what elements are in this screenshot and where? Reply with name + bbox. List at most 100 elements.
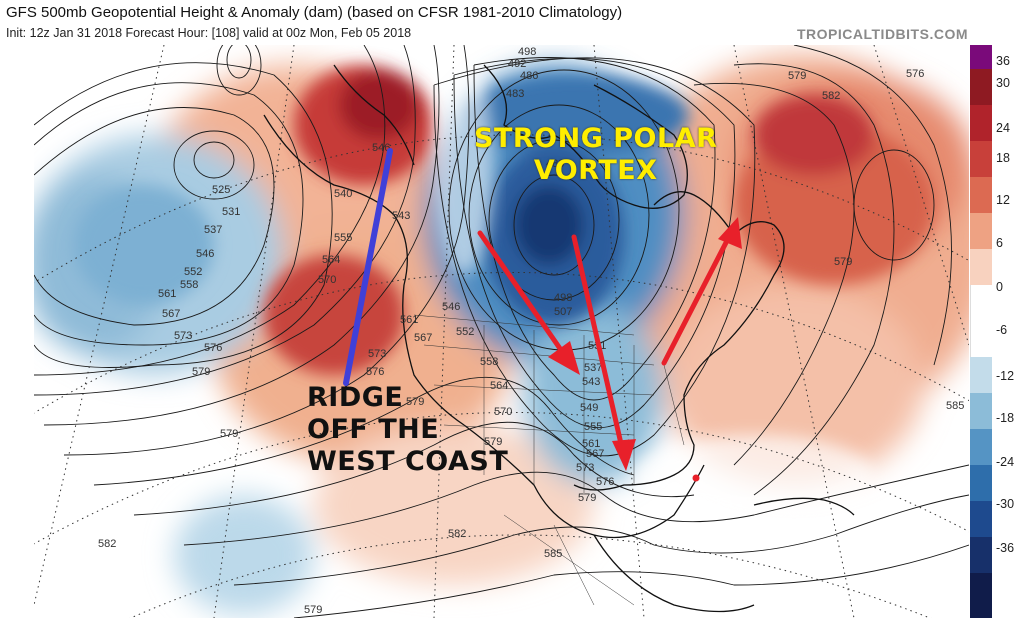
contour-label: 498 [518,46,536,58]
contour-label: 543 [582,376,600,388]
contour-label: 582 [822,90,840,102]
colorbar-label: -12 [996,369,1015,383]
contour-label: 525 [212,184,230,196]
contour-label: 585 [544,548,562,560]
chart-subtitle: Init: 12z Jan 31 2018 Forecast Hour: [10… [6,26,412,40]
colorbar-segment [970,573,992,618]
contour-label: 579 [192,366,210,378]
colorbar-label: 12 [996,193,1010,207]
contour-label: 546 [442,301,460,313]
flow-arrow-south [571,234,627,460]
annotation-line: STRONG POLAR [474,123,718,154]
colorbar-label: -18 [996,411,1015,425]
contour-label: 558 [180,279,198,291]
colorbar-label: -36 [996,541,1015,555]
annotation-line: OFF THE [307,414,440,445]
contour-label: 576 [204,342,222,354]
contour-label: 555 [334,232,352,244]
contour-label: 549 [580,402,598,414]
anomaly-colorbar [970,45,992,618]
contour-label: 579 [406,396,424,408]
contour-label: 576 [596,476,614,488]
colorbar-segment [970,501,992,537]
annotation-line: WEST COAST [307,446,509,477]
colorbar-label: 0 [996,280,1003,294]
contour-label: 486 [520,70,538,82]
anomaly-shading [34,55,969,615]
colorbar-label: 6 [996,236,1003,250]
annotation-arrows [343,148,742,482]
contour-label: 567 [586,448,604,460]
contour-label: 480 [546,158,564,170]
colorbar-segment [970,357,992,393]
flow-arrowhead-south [612,439,636,471]
chart-title: GFS 500mb Geopotential Height & Anomaly … [6,4,623,21]
contour-label: 543 [392,210,410,222]
colorbar-segment [970,537,992,573]
contour-label: 564 [490,380,508,392]
contour-label: 567 [414,332,432,344]
contour-label: 498 [554,292,572,304]
contour-label: 579 [834,256,852,268]
colorbar-segment [970,69,992,105]
colorbar-segment [970,249,992,285]
state-borders [413,314,685,606]
location-dot [692,474,700,482]
map-svg: 498 492 486 483 480 525 531 537 546 552 … [34,45,969,618]
contour-label: 561 [400,314,418,326]
contour-label: 576 [366,366,384,378]
contour-label: 537 [584,362,602,374]
contour-label: 579 [484,436,502,448]
contour-label: 573 [576,462,594,474]
annotation-line: VORTEX [533,155,658,186]
contour-label: 570 [494,406,512,418]
contour-label-group: 498 492 486 483 480 525 531 537 546 552 … [98,46,964,616]
graticule [34,45,969,618]
contour-label: 576 [906,68,924,80]
ridge-annotation: RIDGE OFF THE WEST COAST [307,382,508,478]
colorbar-label: 30 [996,76,1010,90]
colorbar-segment [970,105,992,141]
colorbar-segment [970,393,992,429]
polar-vortex-annotation: STRONG POLAR VORTEX [474,123,717,187]
contour-label: 573 [174,330,192,342]
contour-label: 579 [304,604,322,616]
annotation-line: RIDGE [307,382,404,413]
flow-arrowhead-northeast [718,217,742,249]
colorbar-label: -24 [996,455,1015,469]
contour-label: 483 [506,88,524,100]
contour-label: 570 [318,274,336,286]
colorbar-segment [970,213,992,249]
contour-label: 537 [204,224,222,236]
map-panel: 498 492 486 483 480 525 531 537 546 552 … [34,45,969,618]
contour-label: 546 [196,248,214,260]
colorbar-segment [970,45,992,69]
contour-label: 585 [946,400,964,412]
contour-label: 507 [554,306,572,318]
contour-label: 555 [584,421,602,433]
contour-label: 579 [220,428,238,440]
colorbar-segment [970,429,992,465]
colorbar-segment [970,177,992,213]
flow-arrow-north [477,230,573,366]
colorbar-segment [970,141,992,177]
flow-arrow-northeast [661,228,735,366]
contour-label: 561 [158,288,176,300]
contour-label: 552 [184,266,202,278]
ridge-axis-arrow [343,148,393,386]
flow-arrowhead-north [548,341,580,375]
contour-label: 561 [582,438,600,450]
contour-label: 582 [448,528,466,540]
colorbar-segment [970,465,992,501]
colorbar-label: 36 [996,54,1010,68]
colorbar-label: 24 [996,121,1010,135]
contour-label: 546 [372,142,390,154]
contour-label: 573 [368,348,386,360]
contour-label: 579 [578,492,596,504]
contour-label: 564 [322,254,340,266]
colorbar-label: -6 [996,323,1008,337]
contour-label: 582 [98,538,116,550]
contour-label: 492 [508,58,526,70]
coastlines [263,64,855,613]
contour-label: 540 [334,188,352,200]
